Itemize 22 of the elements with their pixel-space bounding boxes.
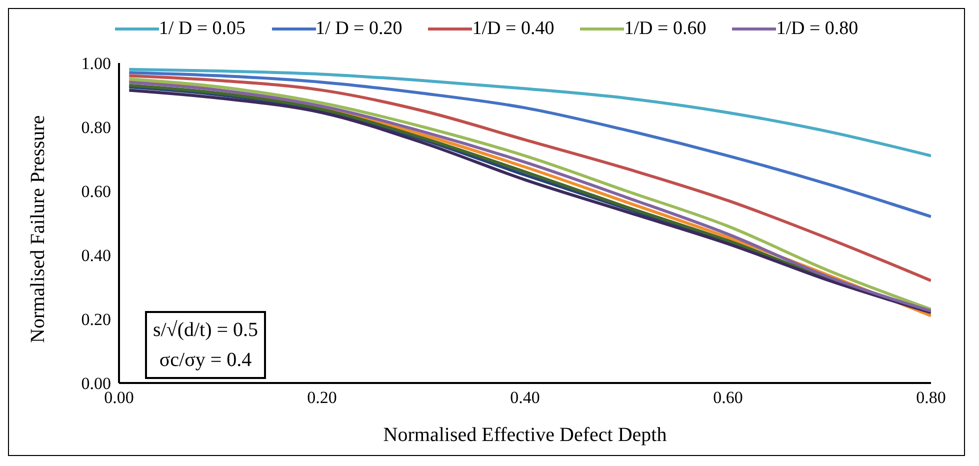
legend-label: 1/D = 0.60 xyxy=(624,18,706,40)
line-series xyxy=(128,68,931,158)
x-tick-label: 0.60 xyxy=(713,388,743,408)
y-tick-label: 0.60 xyxy=(81,182,111,202)
x-tick-label: 0.40 xyxy=(510,388,540,408)
legend-label: 1/D = 0.80 xyxy=(776,18,858,40)
line-series xyxy=(128,71,931,218)
x-tick-label: 0.80 xyxy=(916,388,946,408)
legend-label: 1/ D = 0.20 xyxy=(316,18,402,40)
y-tick-label: 0.40 xyxy=(81,246,111,266)
x-tick-label: 0.00 xyxy=(104,388,134,408)
x-tick-label: 0.20 xyxy=(307,388,337,408)
legend-label: 1/D = 0.40 xyxy=(472,18,554,40)
y-axis-title: Normalised Failure Pressure xyxy=(27,115,50,343)
legend-label: 1/ D = 0.05 xyxy=(158,18,246,40)
x-axis-title: Normalised Effective Defect Depth xyxy=(383,424,667,446)
y-tick-label: 1.00 xyxy=(81,54,111,74)
annotation: σc/σy = 0.4 xyxy=(158,348,253,373)
text-box: s/√(d/t) = 0.5 σc/σy = 0.4 xyxy=(145,311,266,379)
y-tick-label: 0.80 xyxy=(81,118,111,138)
annotation: s/√(d/t) = 0.5 xyxy=(153,318,258,343)
y-tick-label: 0.20 xyxy=(81,310,111,330)
